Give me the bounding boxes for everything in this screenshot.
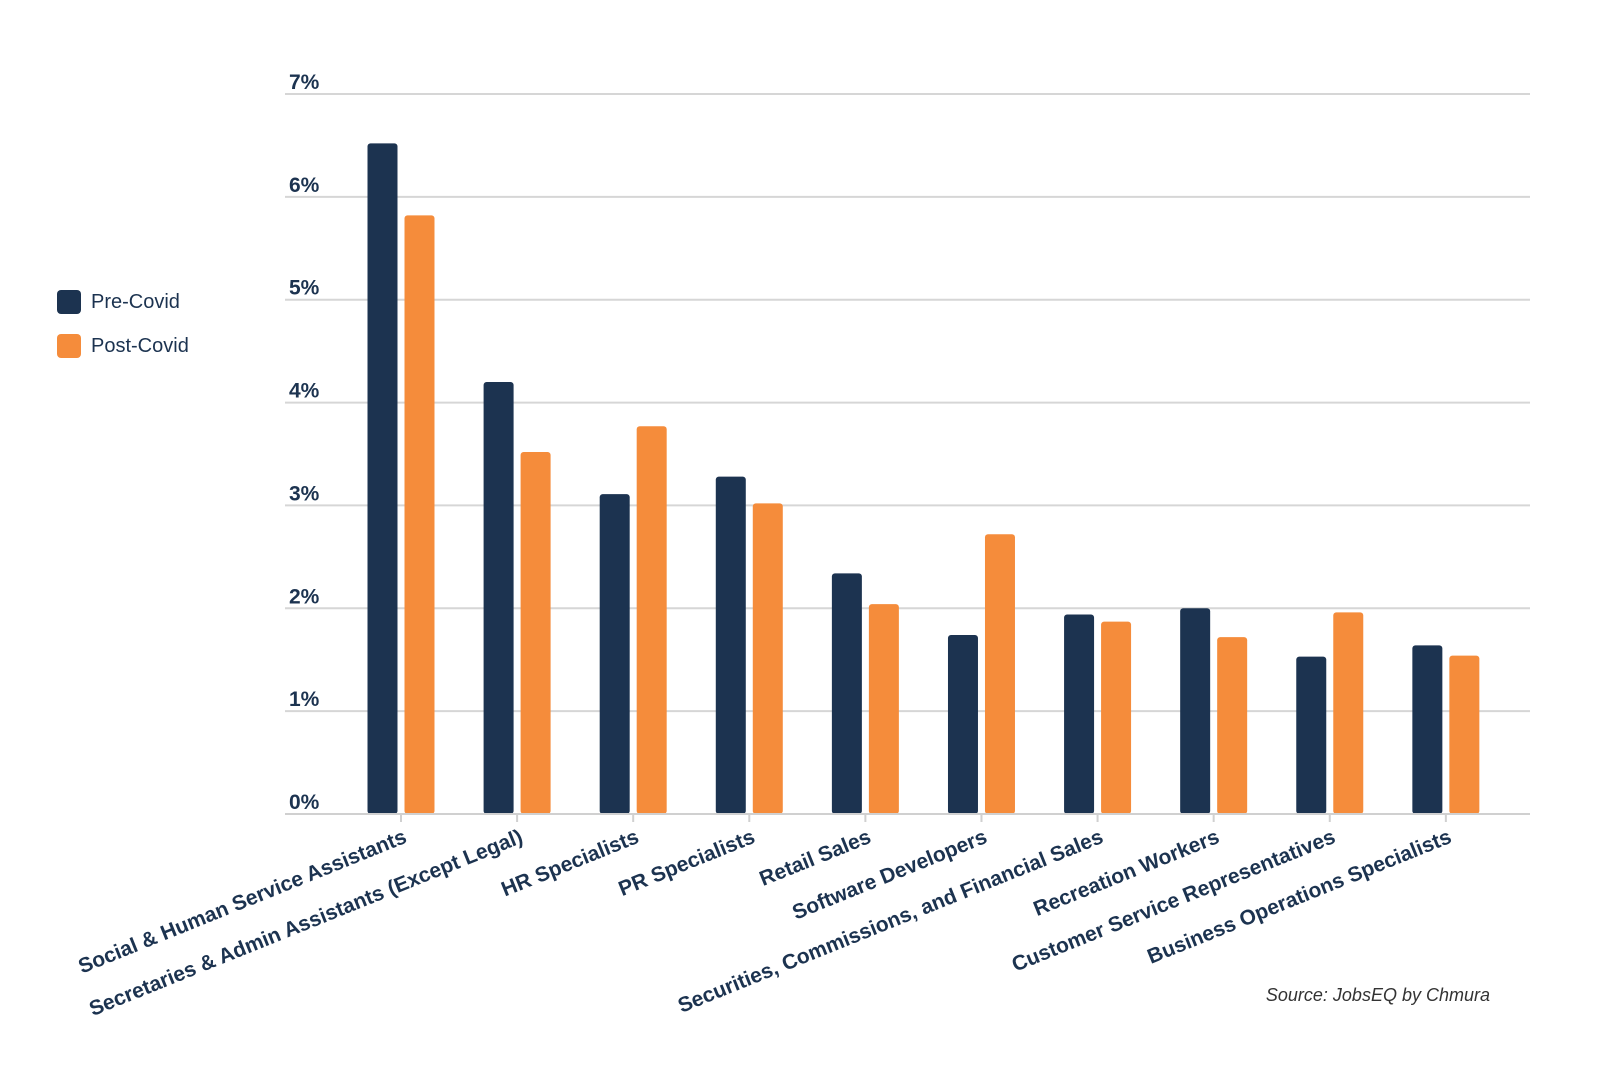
source-note: Source: JobsEQ by Chmura xyxy=(1265,985,1490,1005)
y-tick-label: 7% xyxy=(289,71,320,94)
bar-pre-covid xyxy=(1412,645,1443,814)
bar-post-covid xyxy=(1101,621,1132,814)
y-tick-label: 4% xyxy=(289,380,320,403)
bar-post-covid xyxy=(752,503,783,814)
bar-pre-covid xyxy=(367,143,398,814)
bar-pre-covid xyxy=(715,476,746,814)
bar-pre-covid xyxy=(831,573,862,814)
y-tick-label: 2% xyxy=(289,585,320,608)
bar-post-covid xyxy=(868,604,899,814)
legend-item-post-covid: Post-Covid xyxy=(57,334,189,358)
x-axis xyxy=(285,813,1530,822)
bar-post-covid xyxy=(520,451,551,814)
bar-post-covid xyxy=(636,426,667,814)
y-tick-label: 6% xyxy=(289,174,320,197)
legend: Pre-Covid Post-Covid xyxy=(57,290,189,378)
bar-post-covid xyxy=(404,215,435,814)
bar-post-covid xyxy=(1333,612,1364,814)
y-tick-label: 3% xyxy=(289,482,320,505)
bar-pre-covid xyxy=(1064,614,1095,814)
legend-label-post-covid: Post-Covid xyxy=(91,334,189,357)
bar-post-covid xyxy=(984,534,1015,814)
bar-post-covid xyxy=(1449,655,1480,814)
bar-pre-covid xyxy=(947,635,978,814)
bar-pre-covid xyxy=(599,494,630,814)
y-tick-label: 0% xyxy=(289,791,320,814)
y-tick-label: 5% xyxy=(289,277,320,300)
legend-swatch-pre-covid xyxy=(57,290,81,314)
bars xyxy=(367,143,1480,814)
y-tick-label: 1% xyxy=(289,688,320,711)
bar-pre-covid xyxy=(483,382,514,814)
legend-item-pre-covid: Pre-Covid xyxy=(57,290,189,314)
legend-swatch-post-covid xyxy=(57,334,81,358)
x-tick-label: Secretaries & Admin Assistants (Except L… xyxy=(86,825,526,1021)
x-tick-label: Recreation Workers xyxy=(1030,825,1222,921)
bar-pre-covid xyxy=(1296,656,1327,814)
bar-pre-covid xyxy=(1180,608,1211,814)
bar-post-covid xyxy=(1217,637,1248,814)
legend-label-pre-covid: Pre-Covid xyxy=(91,290,180,313)
x-tick-labels: Social & Human Service AssistantsSecreta… xyxy=(75,825,1455,1021)
y-tick-labels: 0% 1% 2% 3% 4% 5% 6% 7% xyxy=(289,71,320,814)
